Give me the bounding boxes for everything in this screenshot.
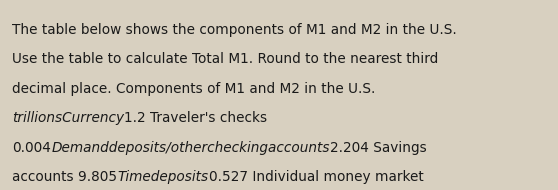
Text: The table below shows the components of M1 and M2 in the U.S.: The table below shows the components of … bbox=[12, 23, 457, 37]
Text: trillionsCurrency: trillionsCurrency bbox=[12, 111, 124, 125]
Text: accounts 9.805: accounts 9.805 bbox=[12, 170, 117, 184]
Text: 0.004: 0.004 bbox=[12, 141, 51, 155]
Text: decimal place. Components of M1 and M2 in the U.S.: decimal place. Components of M1 and M2 i… bbox=[12, 82, 376, 96]
Text: 2.204 Savings: 2.204 Savings bbox=[330, 141, 426, 155]
Text: Timedeposits: Timedeposits bbox=[117, 170, 209, 184]
Text: Use the table to calculate Total M1. Round to the nearest third: Use the table to calculate Total M1. Rou… bbox=[12, 52, 439, 66]
Text: 1.2 Traveler's checks: 1.2 Traveler's checks bbox=[124, 111, 267, 125]
Text: Demanddeposits/othercheckingaccounts: Demanddeposits/othercheckingaccounts bbox=[51, 141, 330, 155]
Text: 0.527 Individual money market: 0.527 Individual money market bbox=[209, 170, 424, 184]
